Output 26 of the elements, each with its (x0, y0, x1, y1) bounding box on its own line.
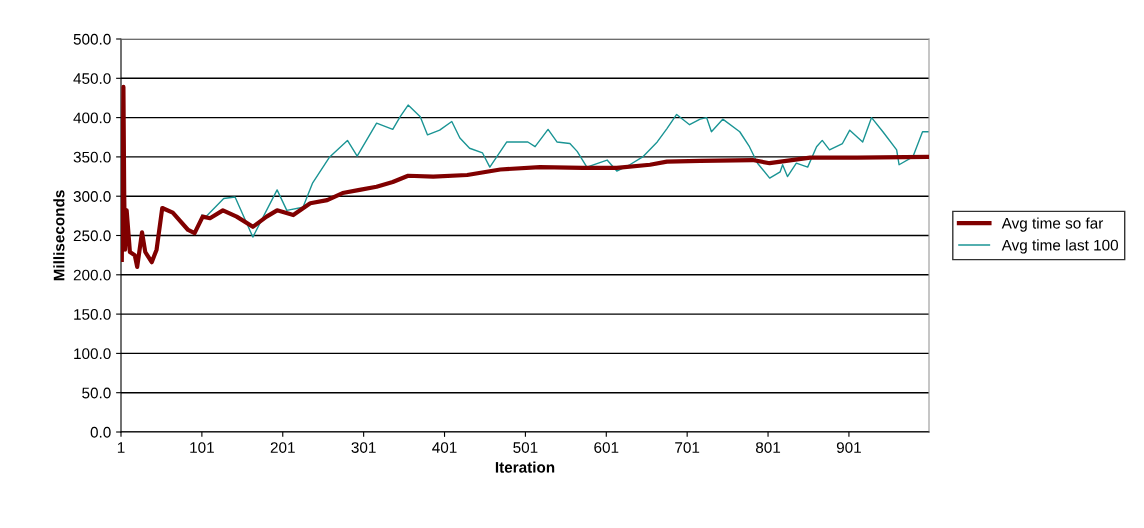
y-tick-label: 100.0 (74, 348, 111, 360)
x-tick-label: 201 (270, 442, 295, 453)
line-series (201, 104, 929, 238)
x-tick-label: 801 (755, 442, 781, 453)
y-tick-label: 400.0 (73, 112, 111, 124)
x-tick-label: 401 (432, 442, 457, 453)
y-tick-label: 50.0 (82, 387, 111, 399)
y-tick-label: 0.0 (90, 426, 111, 438)
y-tick-label: 150.0 (74, 308, 111, 320)
legend-label: Avg time last 100 (1001, 239, 1119, 254)
x-tick-label: 901 (836, 442, 861, 453)
x-tick-label: 701 (675, 442, 700, 453)
x-tick-label: 501 (513, 442, 538, 453)
x-tick-label: 101 (190, 442, 214, 453)
y-tick-label: 200.0 (73, 269, 111, 281)
y-tick-label: 300.0 (73, 191, 111, 202)
y-tick-label: 350.0 (73, 151, 111, 163)
x-tick-label: 601 (594, 442, 619, 453)
x-tick-label: 301 (351, 442, 376, 453)
y-tick-label: 500.0 (73, 33, 111, 45)
x-axis-title: Iteration (495, 461, 555, 473)
y-axis-title: Milliseconds (53, 190, 65, 281)
y-tick-label: 250.0 (73, 230, 111, 242)
x-tick-label: 1 (117, 442, 125, 453)
y-tick-label: 450.0 (73, 73, 111, 84)
legend-label: Avg time so far (1001, 217, 1104, 232)
